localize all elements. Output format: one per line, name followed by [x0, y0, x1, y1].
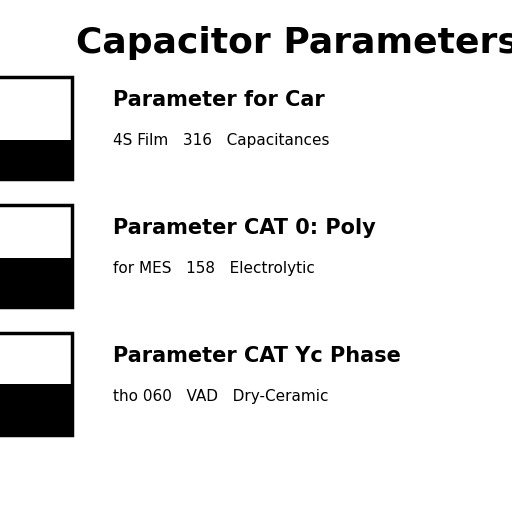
- Text: Parameter CAT 0: Poly: Parameter CAT 0: Poly: [113, 218, 375, 238]
- Text: 4S Film   316   Capacitances: 4S Film 316 Capacitances: [113, 133, 329, 148]
- Text: Parameter CAT Yc Phase: Parameter CAT Yc Phase: [113, 346, 400, 366]
- Bar: [0, 258, 72, 307]
- Text: Parameter for Car: Parameter for Car: [113, 90, 325, 110]
- Bar: [0, 140, 72, 179]
- Bar: [0, 77, 72, 179]
- Text: Capacitor Parameters: Capacitor Parameters: [76, 26, 512, 59]
- Text: for MES   158   Electrolytic: for MES 158 Electrolytic: [113, 261, 314, 276]
- Bar: [0, 384, 72, 435]
- Text: tho 060   VAD   Dry-Ceramic: tho 060 VAD Dry-Ceramic: [113, 389, 328, 404]
- Bar: [0, 333, 72, 435]
- Bar: [0, 205, 72, 307]
